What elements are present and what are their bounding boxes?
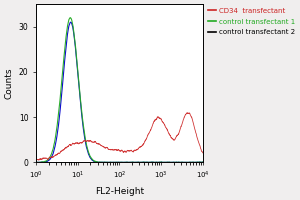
Y-axis label: Counts: Counts	[4, 68, 13, 99]
X-axis label: FL2-Height: FL2-Height	[95, 187, 144, 196]
Legend: CD34  transfectant, control transfectant 1, control transfectant 2: CD34 transfectant, control transfectant …	[208, 8, 295, 35]
